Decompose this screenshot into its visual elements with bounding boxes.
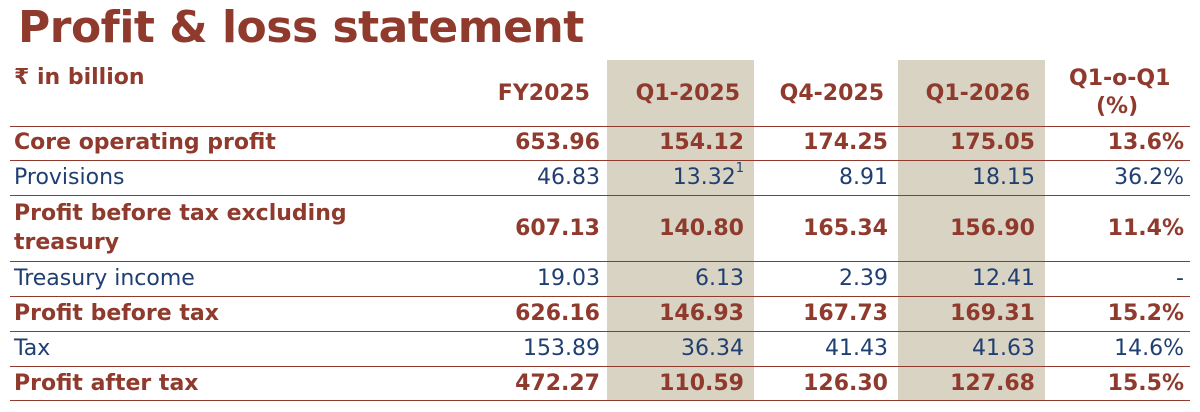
cell-q1-2026: 169.31 [950,301,1035,326]
shaded-column-q1-2025 [607,60,754,400]
row-label-line2: treasury [14,230,120,255]
cell-q1-2025: 154.12 [659,130,744,155]
row-rule [10,261,1190,262]
pnl-table: ₹ in billion FY2025 Q1-2025 Q4-2025 Q1-2… [10,60,1190,405]
row-rule [10,331,1190,332]
row-label: Core operating profit [14,130,276,155]
cell-q1-2025: 6.13 [695,266,744,291]
row-label: Profit before tax [14,301,219,326]
cell-q4-2025: 165.34 [803,216,888,241]
cell-q1-2025: 36.34 [681,336,744,361]
cell-q4-2025: 8.91 [839,165,888,190]
col-header-q1-2025: Q1-2025 [635,81,740,106]
cell-q1-2026: 41.63 [972,336,1035,361]
row-label: Provisions [14,165,125,190]
cell-change: 15.5% [1107,371,1184,396]
cell-q1-2026: 175.05 [950,130,1035,155]
col-header-q1-2026: Q1-2026 [925,81,1030,106]
cell-fy2025: 46.83 [537,165,600,190]
cell-change: 14.6% [1114,336,1184,361]
cell-fy2025: 19.03 [537,266,600,291]
row-rule [10,366,1190,367]
cell-change: 11.4% [1107,216,1184,241]
row-label: Tax [14,336,51,361]
cell-change: 15.2% [1107,301,1184,326]
header-rule [10,126,1190,127]
col-header-pct: (%) [1096,94,1139,119]
cell-q4-2025: 126.30 [803,371,888,396]
cell-q1-2025: 146.93 [659,301,744,326]
cell-fy2025: 626.16 [515,301,600,326]
cell-q1-2026: 12.41 [972,266,1035,291]
row-label: Treasury income [14,266,195,291]
unit-label: ₹ in billion [14,65,145,90]
row-rule [10,160,1190,161]
cell-q4-2025: 167.73 [803,301,888,326]
cell-fy2025: 472.27 [515,371,600,396]
shaded-column-q1-2026 [898,60,1045,400]
cell-q4-2025: 41.43 [825,336,888,361]
cell-q4-2025: 174.25 [803,130,888,155]
cell-q1-2026: 127.68 [950,371,1035,396]
cell-q1-2026: 18.15 [972,165,1035,190]
row-label-line1: Profit before tax excluding [14,201,347,226]
cell-change: 13.6% [1107,130,1184,155]
col-header-q1-o-q1: Q1-o-Q1 [1069,66,1171,91]
cell-q1-2025: 140.80 [659,216,744,241]
cell-fy2025: 153.89 [523,336,600,361]
col-header-fy2025: FY2025 [497,81,590,106]
page-title: Profit & loss statement [18,2,584,53]
cell-fy2025: 607.13 [515,216,600,241]
col-header-q4-2025: Q4-2025 [779,81,884,106]
cell-q1-2026: 156.90 [950,216,1035,241]
footnote-marker: 1 [735,161,744,176]
cell-change: 36.2% [1114,165,1184,190]
cell-q4-2025: 2.39 [839,266,888,291]
cell-change: - [1176,266,1184,291]
bottom-rule [10,400,1190,401]
cell-q1-2025: 110.59 [659,371,744,396]
row-rule [10,195,1190,196]
row-label: Profit after tax [14,371,199,396]
cell-fy2025: 653.96 [515,130,600,155]
row-rule [10,296,1190,297]
cell-q1-2025: 13.321 [672,161,744,190]
